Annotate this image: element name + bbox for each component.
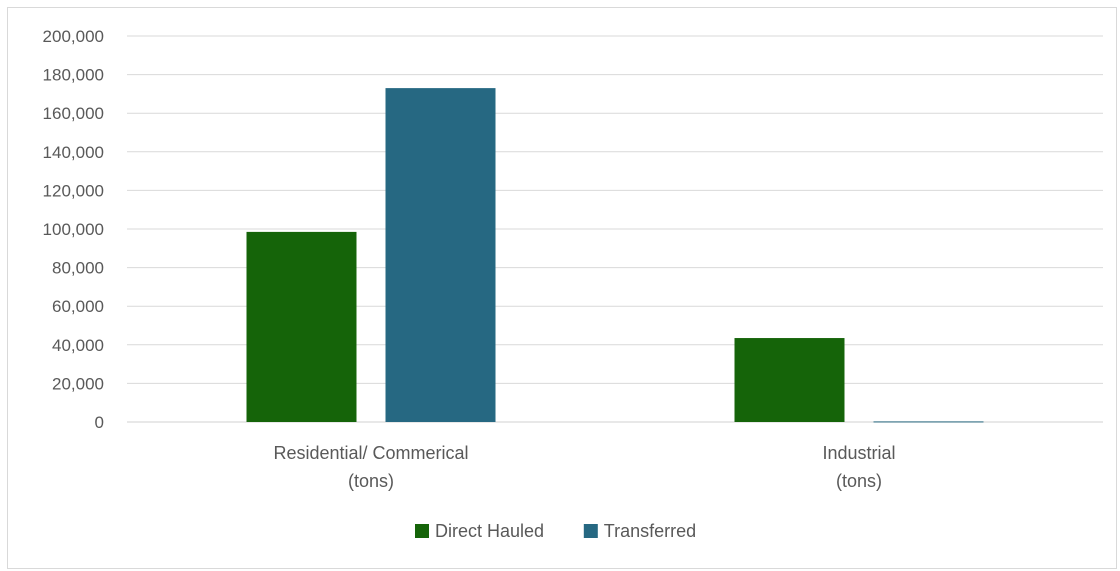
bar-direct-hauled [246, 231, 357, 422]
x-category-label: Industrial [822, 443, 895, 463]
y-tick-label: 40,000 [52, 336, 104, 355]
y-tick-label: 80,000 [52, 259, 104, 278]
y-tick-label: 180,000 [43, 66, 104, 85]
y-tick-label: 140,000 [43, 143, 104, 162]
y-tick-label: 100,000 [43, 220, 104, 239]
x-category-label: (tons) [348, 471, 394, 491]
chart-frame [7, 7, 1117, 569]
y-tick-label: 200,000 [43, 27, 104, 46]
bar-direct-hauled [734, 338, 845, 422]
bar-transferred [873, 421, 984, 423]
bar-transferred [385, 88, 496, 423]
y-tick-label: 20,000 [52, 374, 104, 393]
legend-label: Transferred [604, 521, 696, 541]
y-tick-label: 120,000 [43, 181, 104, 200]
legend-swatch-transferred [583, 524, 598, 538]
x-category-label: Residential/ Commerical [273, 443, 468, 463]
legend-swatch-direct-hauled [415, 524, 429, 538]
y-tick-label: 160,000 [43, 104, 104, 123]
legend-label: Direct Hauled [435, 521, 544, 541]
x-category-label: (tons) [836, 471, 882, 491]
y-tick-label: 60,000 [52, 297, 104, 316]
y-tick-label: 0 [95, 413, 104, 432]
